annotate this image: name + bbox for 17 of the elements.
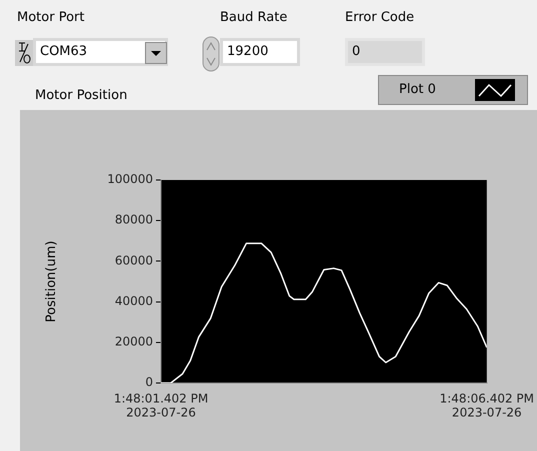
x-tick-label: 1:48:06.402 PM 2023-07-26 — [440, 391, 534, 420]
text: Baud Rate — [220, 10, 288, 25]
y-axis-title: Position(um) — [44, 240, 60, 322]
y-tick-label: 60000 — [114, 253, 153, 268]
y-tick-label: 40000 — [114, 294, 153, 308]
text: 0 — [345, 38, 425, 66]
y-tick-label: 80000 — [114, 212, 153, 227]
y-tick-label: 20000 — [114, 334, 153, 349]
text: Motor Port — [17, 10, 84, 25]
text: 19200 — [220, 38, 300, 66]
x-tick-label: 1:48:01.402 PM 2023-07-26 — [114, 391, 208, 420]
chart-title: Motor Position — [35, 88, 128, 103]
y-tick-label: 0 — [145, 375, 153, 390]
text: Error Code — [345, 10, 414, 25]
text: COM63 — [33, 38, 168, 66]
y-tick-label: 100000 — [107, 172, 153, 186]
text: Plot 0 — [399, 82, 436, 97]
